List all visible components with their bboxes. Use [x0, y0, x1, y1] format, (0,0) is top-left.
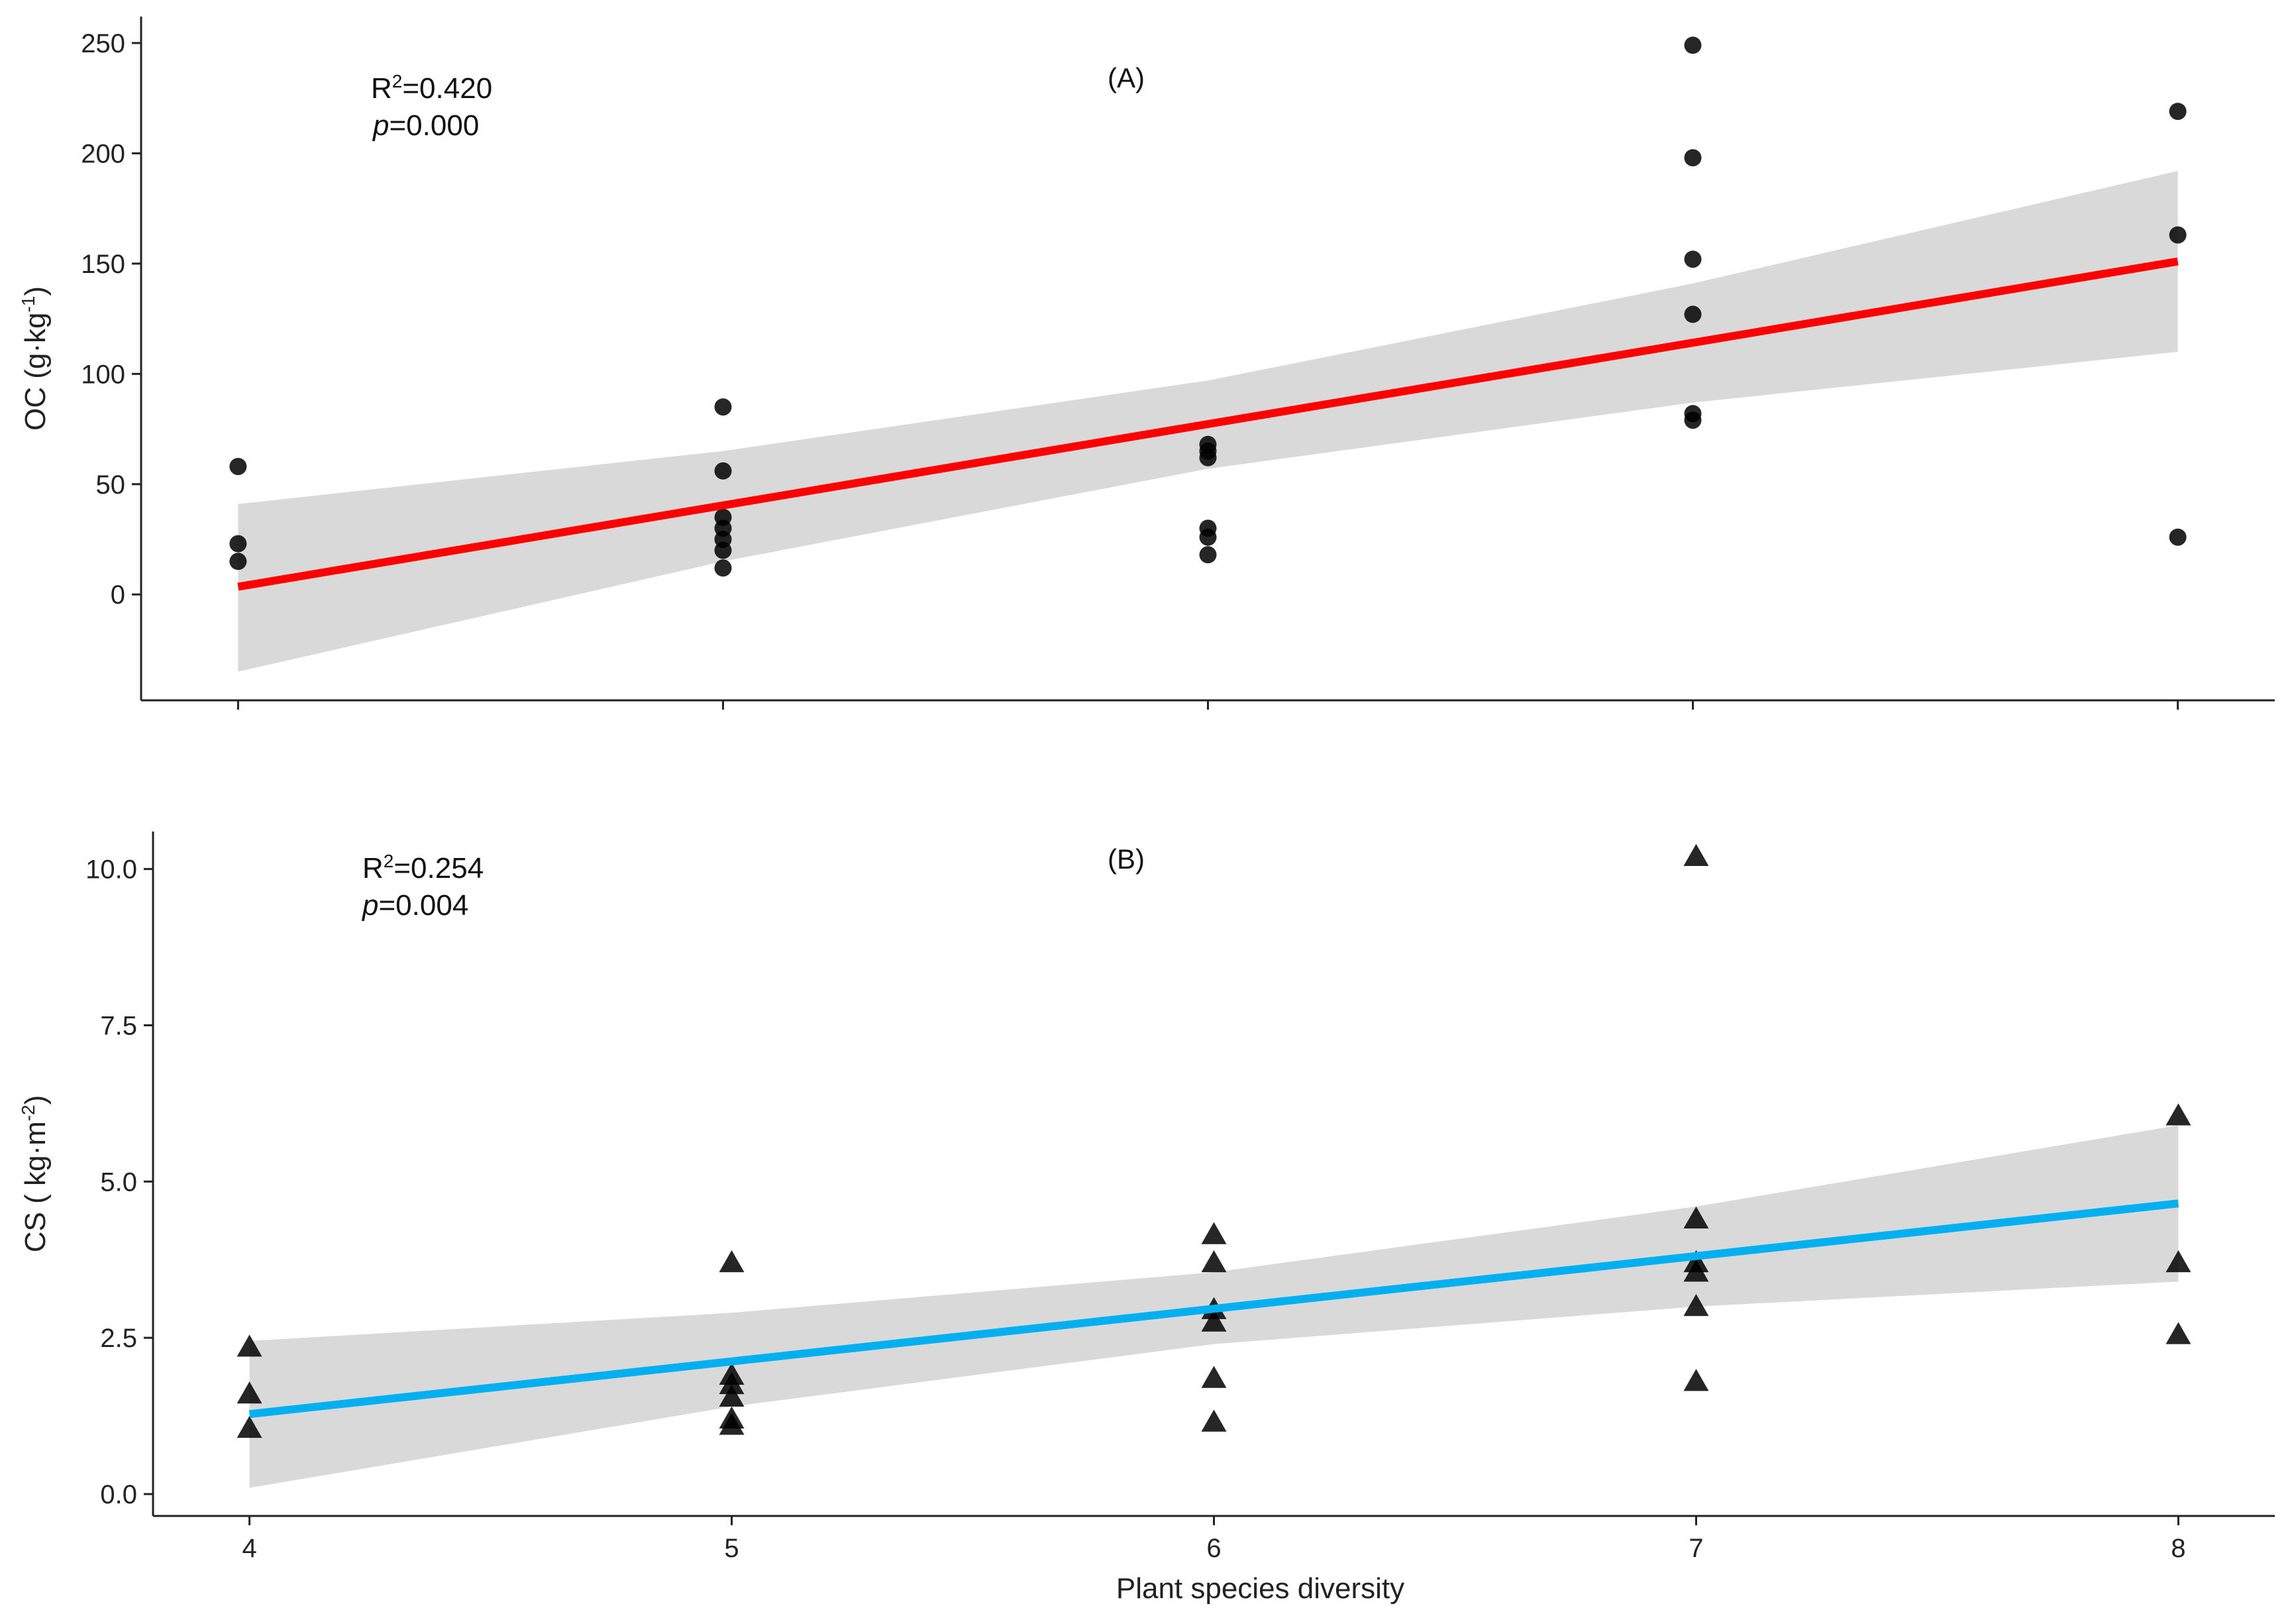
data-point: [1201, 1222, 1227, 1244]
y-tick-label: 0: [111, 580, 125, 610]
data-point: [1684, 36, 1702, 54]
data-point: [1199, 449, 1217, 466]
p-value-annotation: p=0.004: [361, 889, 468, 922]
data-point: [1201, 1409, 1227, 1432]
y-tick-label: 2.5: [100, 1324, 137, 1353]
y-tick-label: 50: [96, 470, 126, 500]
panel-b: 0.0 2.5 5.0 7.5 10.0 4 5 6 7 8 CS ( kg·m-2) Plant s…: [18, 832, 2275, 1605]
data-point: [1199, 546, 1217, 564]
panel-a: 0 50 100 150 200 250 OC (g·kg-1) R2=0.420 p=0.00…: [18, 17, 2275, 710]
data-point: [2166, 1322, 2191, 1344]
data-point: [1683, 1206, 1709, 1229]
y-tick-label: 150: [81, 250, 125, 279]
data-point: [719, 1384, 745, 1407]
data-point: [714, 559, 732, 577]
data-point: [1201, 1309, 1227, 1332]
r-squared-annotation: R2=0.420: [371, 71, 492, 105]
r-squared-annotation: R2=0.254: [362, 851, 484, 885]
regression-line: [237, 257, 2179, 591]
data-point: [2166, 1250, 2191, 1273]
y-tick-label: 100: [81, 360, 125, 389]
data-point: [1684, 250, 1702, 268]
data-point: [229, 535, 247, 553]
data-point: [1684, 305, 1702, 323]
y-axis-title: CS ( kg·m-2): [18, 1095, 52, 1253]
data-point: [229, 458, 247, 476]
data-point: [2169, 103, 2187, 121]
data-point: [714, 541, 732, 559]
data-point: [719, 1413, 745, 1435]
x-tick-label: 7: [1689, 1534, 1703, 1563]
data-point: [1684, 149, 1702, 167]
panel-label: (A): [1108, 62, 1145, 93]
data-point: [2169, 226, 2187, 244]
x-axis-title: Plant species diversity: [1116, 1572, 1404, 1605]
data-point: [719, 1250, 745, 1273]
data-point: [236, 1381, 262, 1404]
data-point: [719, 1372, 745, 1395]
data-point: [236, 1415, 262, 1438]
y-axis-title: OC (g·kg-1): [18, 286, 52, 431]
panel-label: (B): [1108, 843, 1145, 875]
p-value-annotation: p=0.000: [372, 109, 479, 142]
data-point: [1201, 1366, 1227, 1388]
y-tick-label: 250: [81, 29, 125, 58]
data-point: [2169, 528, 2187, 546]
data-point: [714, 398, 732, 416]
data-point: [236, 1334, 262, 1357]
x-tick-label: 6: [1206, 1534, 1221, 1563]
x-tick-label: 5: [724, 1534, 739, 1563]
data-point: [714, 462, 732, 480]
data-point: [1683, 1293, 1709, 1317]
data-point: [1683, 1369, 1709, 1391]
x-tick-label: 4: [242, 1534, 256, 1563]
y-tick-label: 0.0: [100, 1480, 137, 1509]
y-tick-label: 5.0: [100, 1167, 137, 1197]
y-tick-label: 200: [81, 139, 125, 168]
data-point: [1683, 843, 1709, 866]
data-point: [1684, 411, 1702, 429]
data-point: [1199, 528, 1217, 546]
data-point: [1201, 1250, 1227, 1273]
regression-line: [248, 1199, 2179, 1419]
data-point: [2166, 1103, 2191, 1126]
data-point: [229, 553, 247, 570]
data-point: [1683, 1260, 1709, 1282]
y-tick-label: 10.0: [85, 855, 137, 885]
x-tick-label: 8: [2171, 1534, 2185, 1563]
y-tick-label: 7.5: [100, 1011, 137, 1040]
